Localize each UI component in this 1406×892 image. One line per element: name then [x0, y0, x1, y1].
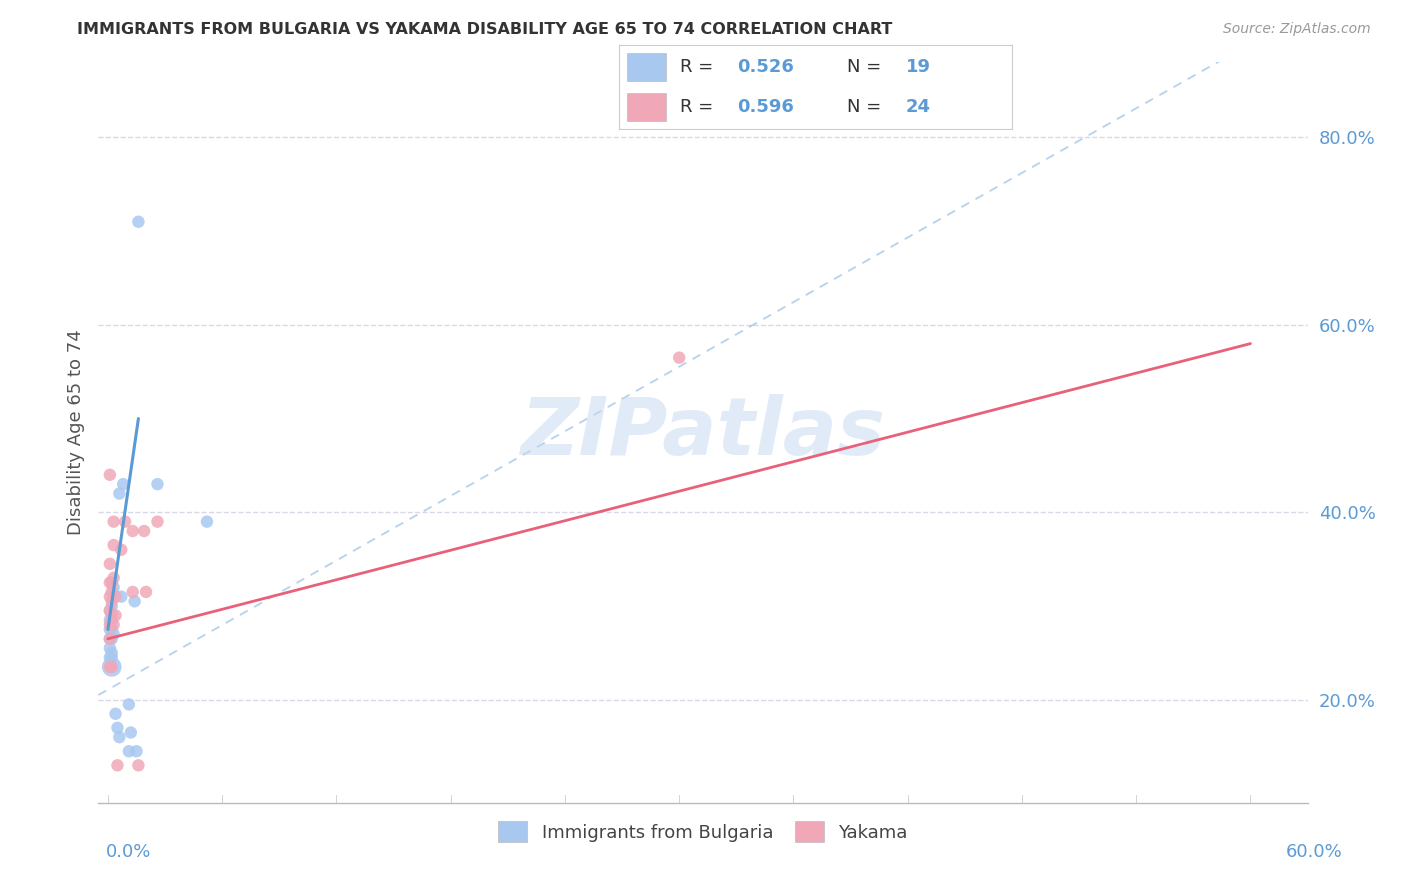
Point	[100, 613, 122, 627]
Text: 19: 19	[905, 58, 931, 76]
Point	[98, 632, 121, 646]
Point	[107, 721, 129, 735]
Point	[98, 623, 121, 637]
Point	[110, 542, 132, 557]
Point	[104, 706, 127, 721]
Point	[118, 744, 141, 758]
Point	[108, 486, 131, 500]
Legend: Immigrants from Bulgaria, Yakama: Immigrants from Bulgaria, Yakama	[491, 814, 915, 849]
Point	[98, 617, 121, 632]
Point	[98, 604, 121, 618]
Text: N =: N =	[846, 98, 887, 116]
Point	[112, 477, 135, 491]
Text: R =: R =	[679, 98, 718, 116]
Point	[100, 585, 122, 599]
Point	[103, 571, 125, 585]
Point	[108, 730, 131, 744]
Point	[100, 599, 122, 613]
Point	[118, 698, 141, 712]
Text: 0.526: 0.526	[737, 58, 793, 76]
Point	[127, 215, 149, 229]
Point	[98, 613, 121, 627]
Point	[100, 575, 122, 590]
Point	[146, 477, 169, 491]
Point	[100, 608, 122, 623]
Point	[100, 660, 122, 674]
Bar	[627, 54, 666, 81]
Text: 24: 24	[905, 98, 931, 116]
Point	[100, 594, 122, 608]
Point	[134, 524, 156, 538]
Point	[127, 758, 149, 772]
Point	[121, 524, 143, 538]
Point	[104, 590, 127, 604]
Point	[103, 617, 125, 632]
Point	[146, 515, 169, 529]
Point	[100, 646, 122, 660]
Point	[125, 744, 148, 758]
Point	[98, 590, 121, 604]
Point	[104, 608, 127, 623]
Point	[120, 725, 142, 739]
Point	[114, 515, 136, 529]
Point	[668, 351, 690, 365]
Point	[98, 660, 121, 674]
Point	[98, 604, 121, 618]
Text: Source: ZipAtlas.com: Source: ZipAtlas.com	[1223, 22, 1371, 37]
Point	[98, 650, 121, 665]
Point	[103, 515, 125, 529]
Point	[107, 758, 129, 772]
Point	[135, 585, 157, 599]
Text: R =: R =	[679, 58, 718, 76]
Text: IMMIGRANTS FROM BULGARIA VS YAKAMA DISABILITY AGE 65 TO 74 CORRELATION CHART: IMMIGRANTS FROM BULGARIA VS YAKAMA DISAB…	[77, 22, 893, 37]
Point	[110, 590, 132, 604]
Point	[100, 650, 122, 665]
Point	[103, 580, 125, 594]
Text: 60.0%: 60.0%	[1286, 843, 1343, 861]
Point	[103, 627, 125, 641]
Point	[98, 575, 121, 590]
Point	[121, 585, 143, 599]
Point	[100, 632, 122, 646]
Point	[98, 632, 121, 646]
Point	[103, 538, 125, 552]
Point	[100, 623, 122, 637]
Y-axis label: Disability Age 65 to 74: Disability Age 65 to 74	[66, 330, 84, 535]
Bar	[627, 93, 666, 120]
Point	[195, 515, 218, 529]
Text: 0.596: 0.596	[737, 98, 793, 116]
Text: N =: N =	[846, 58, 887, 76]
Point	[98, 641, 121, 656]
Text: ZIPatlas: ZIPatlas	[520, 393, 886, 472]
Point	[100, 660, 122, 674]
Point	[124, 594, 146, 608]
Point	[98, 467, 121, 482]
Point	[98, 557, 121, 571]
Text: 0.0%: 0.0%	[105, 843, 150, 861]
